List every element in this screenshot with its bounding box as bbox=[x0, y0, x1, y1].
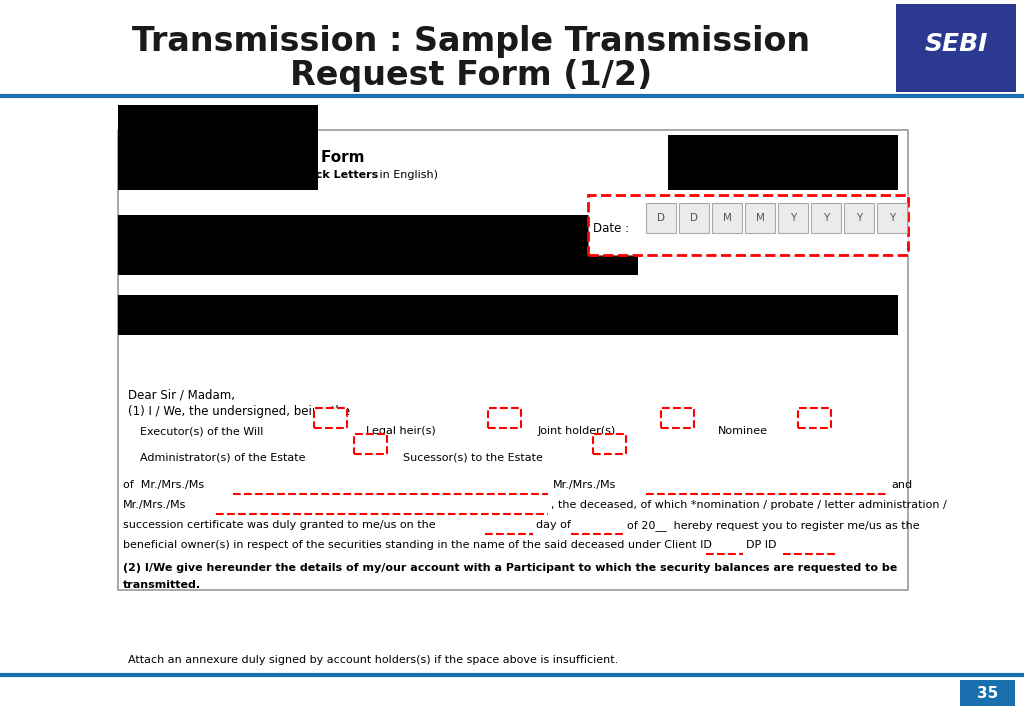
Text: Mr./Mrs./Ms: Mr./Mrs./Ms bbox=[553, 480, 616, 490]
Text: Sucessor(s) to the Estate: Sucessor(s) to the Estate bbox=[403, 452, 543, 462]
Text: Y: Y bbox=[823, 213, 829, 223]
Bar bbox=[662, 408, 694, 428]
Text: Block Letters: Block Letters bbox=[296, 170, 378, 180]
Bar bbox=[745, 203, 775, 233]
Text: transmitted.: transmitted. bbox=[123, 580, 201, 590]
Text: (1) I / We, the undersigned, being the: (1) I / We, the undersigned, being the bbox=[128, 405, 350, 418]
Bar bbox=[778, 203, 808, 233]
Text: succession certificate was duly granted to me/us on the: succession certificate was duly granted … bbox=[123, 520, 435, 530]
Bar bbox=[712, 203, 742, 233]
Text: Nominee: Nominee bbox=[718, 426, 768, 436]
Bar bbox=[593, 434, 626, 454]
Text: Joint holder(s): Joint holder(s) bbox=[538, 426, 616, 436]
Text: Y: Y bbox=[889, 213, 895, 223]
Text: , the deceased, of which *nomination / probate / letter administration /: , the deceased, of which *nomination / p… bbox=[551, 500, 947, 510]
Text: M: M bbox=[756, 213, 765, 223]
Text: Transmission : Sample Transmission: Transmission : Sample Transmission bbox=[132, 26, 810, 59]
Bar bbox=[798, 408, 831, 428]
Bar bbox=[488, 408, 521, 428]
Text: Request Form (1/2): Request Form (1/2) bbox=[290, 60, 652, 92]
Text: beneficial owner(s) in respect of the securities standing in the name of the sai: beneficial owner(s) in respect of the se… bbox=[123, 540, 712, 550]
Text: Mr./Mrs./Ms: Mr./Mrs./Ms bbox=[123, 500, 186, 510]
Text: and: and bbox=[891, 480, 912, 490]
Text: Y: Y bbox=[790, 213, 796, 223]
Bar bbox=[679, 203, 709, 233]
Text: (Please fill all the details in: (Please fill all the details in bbox=[128, 170, 282, 180]
Text: DP ID: DP ID bbox=[746, 540, 776, 550]
Bar bbox=[877, 203, 907, 233]
Text: day of: day of bbox=[536, 520, 570, 530]
Text: Administrator(s) of the Estate: Administrator(s) of the Estate bbox=[140, 452, 305, 462]
Bar bbox=[118, 130, 908, 590]
Bar bbox=[118, 105, 318, 190]
Text: of 20__  hereby request you to register me/us as the: of 20__ hereby request you to register m… bbox=[627, 520, 920, 531]
Bar bbox=[896, 4, 1016, 92]
Text: D: D bbox=[690, 213, 698, 223]
Text: Legal heir(s): Legal heir(s) bbox=[366, 426, 436, 436]
Text: (2) I/We give hereunder the details of my/our account with a Participant to whic: (2) I/We give hereunder the details of m… bbox=[123, 563, 897, 573]
Text: Y: Y bbox=[856, 213, 862, 223]
Bar bbox=[844, 203, 874, 233]
Text: SEBI: SEBI bbox=[925, 32, 988, 55]
Text: Transmission Request Form: Transmission Request Form bbox=[128, 150, 365, 165]
Bar bbox=[314, 408, 347, 428]
Text: M: M bbox=[723, 213, 731, 223]
Text: D: D bbox=[657, 213, 665, 223]
Bar bbox=[668, 135, 898, 190]
Bar bbox=[118, 295, 898, 335]
Text: Dear Sir / Madam,: Dear Sir / Madam, bbox=[128, 388, 234, 401]
Bar bbox=[118, 215, 638, 275]
Bar bbox=[588, 195, 908, 255]
Text: Executor(s) of the Will: Executor(s) of the Will bbox=[140, 426, 263, 436]
Text: Attach an annexure duly signed by account holders(s) if the space above is insuf: Attach an annexure duly signed by accoun… bbox=[128, 655, 618, 665]
Text: Date :: Date : bbox=[593, 223, 629, 235]
Text: 35: 35 bbox=[977, 686, 998, 700]
Bar bbox=[354, 434, 387, 454]
Text: of  Mr./Mrs./Ms: of Mr./Mrs./Ms bbox=[123, 480, 204, 490]
Text: in English): in English) bbox=[376, 170, 438, 180]
Bar bbox=[961, 680, 1015, 706]
Bar bbox=[811, 203, 841, 233]
Bar bbox=[646, 203, 676, 233]
